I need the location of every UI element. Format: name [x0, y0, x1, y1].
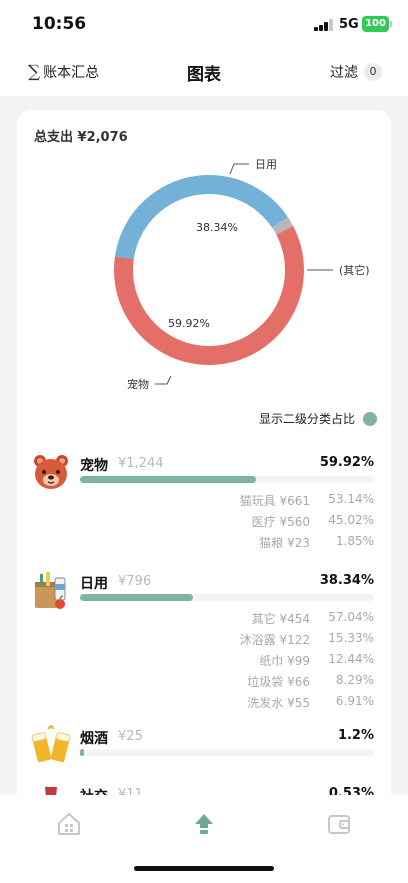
- subcategory-percent: 53.14%: [328, 492, 374, 506]
- subcategory-name: 猫玩具 ¥661: [239, 494, 310, 508]
- subcategory-percent: 12.44%: [328, 652, 374, 666]
- category-name: 日用: [80, 576, 108, 592]
- subcategory-row[interactable]: 猫玩具 ¥661 53.14%: [80, 492, 374, 511]
- subcategory-row[interactable]: 垃圾袋 ¥66 8.29%: [80, 673, 374, 692]
- filter-button[interactable]: 过滤 0: [330, 62, 382, 82]
- progress-fill: [80, 749, 84, 756]
- subcategory-name: 猫粮 ¥23: [259, 536, 310, 550]
- sigma-icon: ∑: [28, 62, 41, 82]
- bear-icon: [34, 455, 68, 489]
- category-amount: ¥1,244: [118, 456, 164, 471]
- ledger-summary-button[interactable]: ∑ 账本汇总: [28, 62, 99, 82]
- subcategory-name: 其它 ¥454: [251, 612, 310, 626]
- filter-label: 过滤: [330, 65, 358, 81]
- category-percent: 1.2%: [337, 728, 374, 743]
- donut-slice-2[interactable]: [272, 217, 294, 235]
- inner-percent-label: 59.92%: [168, 317, 210, 330]
- battery-icon: 100: [362, 16, 392, 32]
- beer-cheers-icon: [31, 725, 71, 763]
- signal-icon: [314, 19, 334, 31]
- subcategory-percent: 8.29%: [335, 673, 374, 687]
- category-percent: 38.34%: [319, 573, 374, 588]
- subcategory-name: 洗发水 ¥55: [247, 696, 310, 710]
- inner-percent-label: 38.34%: [196, 221, 238, 234]
- progress-track: [80, 594, 374, 601]
- header: ∑ 账本汇总 图表 过滤 0: [0, 50, 408, 96]
- subcategory-percent: 45.02%: [328, 513, 374, 527]
- home-icon[interactable]: [56, 811, 82, 837]
- subcategory-percent: 1.85%: [335, 534, 374, 548]
- status-time: 10:56: [32, 14, 87, 34]
- slice-label-other: (其它): [339, 263, 370, 277]
- subcategory-percent: 57.04%: [328, 610, 374, 624]
- subcategory-row[interactable]: 洗发水 ¥55 6.91%: [80, 694, 374, 713]
- donut-slice-0[interactable]: [114, 225, 304, 365]
- subcategory-name: 沐浴露 ¥122: [239, 633, 310, 647]
- category-name: 烟酒: [80, 731, 108, 747]
- status-bar: 10:56 5G 100: [0, 0, 408, 50]
- slice-label-daily: 日用: [255, 158, 277, 171]
- subcategory-percent: 6.91%: [335, 694, 374, 708]
- home-indicator: [134, 866, 274, 871]
- chart-upload-icon[interactable]: [191, 811, 217, 837]
- filter-count-badge: 0: [364, 63, 382, 81]
- grocery-bag-icon: [35, 572, 66, 609]
- progress-fill: [80, 476, 257, 483]
- subcategory-name: 医疗 ¥560: [251, 515, 310, 529]
- secondary-ratio-toggle[interactable]: 显示二级分类占比: [259, 410, 377, 427]
- wallet-icon[interactable]: [326, 811, 352, 837]
- callout-line: [229, 163, 249, 175]
- category-name: 宠物: [80, 458, 108, 474]
- progress-track: [80, 749, 374, 756]
- network-label: 5G: [339, 17, 359, 32]
- ledger-summary-label: 账本汇总: [43, 65, 100, 81]
- slice-label-pet: 宠物: [127, 377, 149, 391]
- callout-line: [155, 375, 172, 385]
- subcategory-row[interactable]: 猫粮 ¥23 1.85%: [80, 534, 374, 553]
- subcategory-row[interactable]: 沐浴露 ¥122 15.33%: [80, 631, 374, 650]
- chart-card: 总支出 ¥2,076 38.34% 59.92% 日用 (其它) 宠物 显示二级分类占比…: [17, 110, 391, 810]
- subcategory-percent: 15.33%: [328, 631, 374, 645]
- progress-track: [80, 476, 374, 483]
- secondary-ratio-label: 显示二级分类占比: [258, 412, 355, 426]
- donut-slice-1[interactable]: [114, 175, 288, 260]
- subcategory-row[interactable]: 其它 ¥454 57.04%: [80, 610, 374, 629]
- category-amount: ¥25: [118, 729, 143, 744]
- category-percent: 59.92%: [319, 455, 374, 470]
- subcategory-name: 纸巾 ¥99: [259, 654, 310, 668]
- progress-fill: [80, 594, 193, 601]
- total-expense: 总支出 ¥2,076: [34, 130, 128, 145]
- subcategory-name: 垃圾袋 ¥66: [247, 675, 310, 689]
- subcategory-row[interactable]: 医疗 ¥560 45.02%: [80, 513, 374, 532]
- category-amount: ¥796: [118, 574, 152, 589]
- subcategory-row[interactable]: 纸巾 ¥99 12.44%: [80, 652, 374, 671]
- toggle-dot-icon: [363, 411, 377, 426]
- donut-chart[interactable]: 38.34% 59.92% 日用 (其它) 宠物: [17, 110, 391, 400]
